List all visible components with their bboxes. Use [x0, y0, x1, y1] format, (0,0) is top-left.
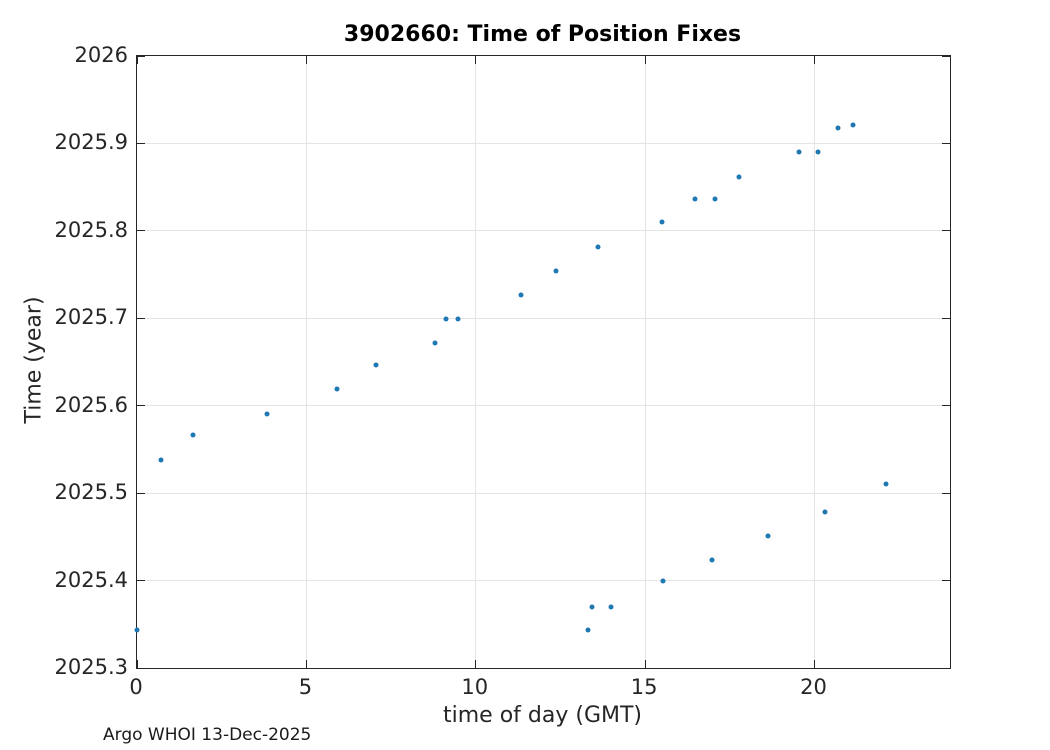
data-point	[134, 627, 140, 633]
data-point	[443, 316, 449, 322]
data-point	[709, 557, 715, 563]
y-tick-label: 2025.3	[54, 655, 128, 679]
data-point	[373, 362, 379, 368]
x-tick-mark	[814, 660, 815, 668]
x-tick-mark	[475, 660, 477, 668]
y-tick-label: 2025.8	[54, 217, 128, 242]
x-tick-mark	[305, 56, 307, 64]
x-tick-label: 0	[129, 675, 143, 699]
x-tick-label: 20	[800, 675, 827, 699]
h-gridline	[137, 405, 950, 407]
y-tick-mark	[942, 142, 950, 144]
data-point	[796, 149, 802, 155]
data-point	[608, 604, 614, 610]
data-point	[334, 386, 340, 392]
figure-footer: Argo WHOI 13-Dec-2025	[103, 725, 312, 745]
x-tick-mark	[644, 660, 646, 668]
data-point	[822, 509, 828, 514]
data-point	[585, 627, 591, 633]
y-tick-mark	[942, 492, 950, 494]
h-gridline	[137, 230, 950, 232]
x-tick-mark	[305, 660, 307, 668]
data-point	[765, 533, 771, 539]
v-gridline	[814, 56, 815, 668]
h-gridline	[137, 580, 950, 582]
x-tick-label: 5	[298, 675, 313, 699]
data-point	[692, 196, 698, 202]
y-tick-mark	[942, 230, 950, 232]
data-point	[264, 411, 270, 417]
data-point	[835, 125, 841, 131]
data-point	[158, 457, 164, 463]
data-point	[518, 292, 524, 298]
v-gridline	[475, 56, 477, 668]
data-point	[660, 578, 666, 584]
x-tick-mark	[644, 56, 646, 64]
data-point	[432, 340, 438, 346]
x-tick-label: 15	[630, 675, 658, 699]
data-point	[589, 604, 595, 610]
x-tick-mark	[136, 660, 138, 668]
v-gridline	[305, 56, 307, 668]
data-point	[659, 219, 665, 225]
plot-area	[134, 55, 951, 669]
x-axis-label: time of day (GMT)	[443, 703, 642, 728]
data-point	[553, 268, 559, 274]
h-gridline	[137, 317, 950, 319]
y-tick-label: 2025.6	[54, 392, 128, 417]
x-tick-mark	[814, 56, 815, 64]
v-gridline	[644, 56, 646, 668]
h-gridline	[137, 492, 950, 494]
data-point	[850, 122, 856, 128]
y-tick-label: 2025.9	[54, 130, 128, 155]
data-point	[815, 149, 821, 155]
y-tick-mark	[942, 405, 950, 407]
data-point	[883, 481, 889, 487]
y-tick-mark	[942, 55, 950, 57]
y-tick-mark	[137, 580, 145, 582]
y-tick-label: 2025.7	[54, 305, 128, 330]
x-tick-mark	[475, 56, 477, 64]
y-tick-mark	[137, 317, 145, 319]
y-tick-mark	[137, 142, 145, 144]
y-tick-mark	[137, 405, 145, 407]
y-tick-mark	[942, 580, 950, 582]
chart-title: 3902660: Time of Position Fixes	[343, 22, 742, 47]
y-tick-label: 2025.5	[54, 480, 128, 505]
y-tick-mark	[137, 492, 145, 494]
h-gridline	[137, 142, 950, 144]
y-tick-mark	[942, 317, 950, 319]
y-tick-label: 2025.4	[54, 567, 128, 592]
y-tick-mark	[942, 667, 950, 669]
data-point	[712, 196, 718, 202]
data-point	[455, 316, 461, 322]
data-point	[736, 174, 742, 180]
y-tick-mark	[137, 230, 145, 232]
x-tick-label: 10	[461, 675, 489, 699]
data-point	[190, 432, 196, 438]
y-tick-label: 2026	[74, 43, 128, 67]
y-tick-mark	[137, 55, 145, 57]
y-tick-mark	[137, 667, 145, 669]
data-point	[595, 244, 601, 250]
x-tick-mark	[136, 56, 138, 64]
